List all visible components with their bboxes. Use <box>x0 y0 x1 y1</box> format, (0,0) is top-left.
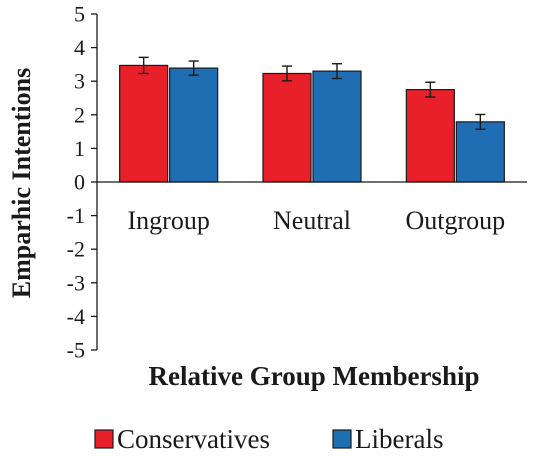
category-label-ingroup: Ingroup <box>128 206 210 235</box>
bar-liberals-neutral <box>312 70 362 183</box>
category-label-outgroup: Outgroup <box>405 206 505 235</box>
y-axis-ticks: 5 4 3 2 1 0 -1 -2 -3 -4 -5 <box>67 2 97 363</box>
bar-conservatives-outgroup <box>405 88 455 183</box>
y-tick-label: -5 <box>67 338 85 363</box>
legend: Conservatives Liberals <box>94 424 443 454</box>
y-tick-label: 4 <box>74 35 85 60</box>
y-tick-label: -2 <box>67 237 85 262</box>
category-labels: Ingroup Neutral Outgroup <box>128 206 506 235</box>
bars <box>119 64 505 183</box>
error-bars <box>138 56 486 130</box>
x-axis-label: Relative Group Membership <box>149 361 480 391</box>
legend-swatch-liberals <box>332 429 352 449</box>
bar-conservatives-ingroup <box>119 64 169 183</box>
y-tick-label: 2 <box>74 102 85 127</box>
y-tick-label: -3 <box>67 270 85 295</box>
y-tick-label: 1 <box>74 136 85 161</box>
bar-liberals-outgroup <box>455 121 505 183</box>
y-axis-label: Emparhic Intentions <box>7 68 36 298</box>
y-tick-label: -4 <box>67 304 85 329</box>
y-tick-label: 0 <box>74 170 85 195</box>
y-tick-label: 5 <box>74 2 85 27</box>
bar-conservatives-neutral <box>262 72 312 183</box>
category-label-neutral: Neutral <box>273 206 351 235</box>
y-tick-label: -1 <box>67 203 85 228</box>
legend-label-conservatives: Conservatives <box>117 424 270 454</box>
legend-swatch-conservatives <box>94 429 114 449</box>
legend-label-liberals: Liberals <box>355 424 443 454</box>
bar-liberals-ingroup <box>169 67 219 183</box>
y-tick-label: 3 <box>74 69 85 94</box>
